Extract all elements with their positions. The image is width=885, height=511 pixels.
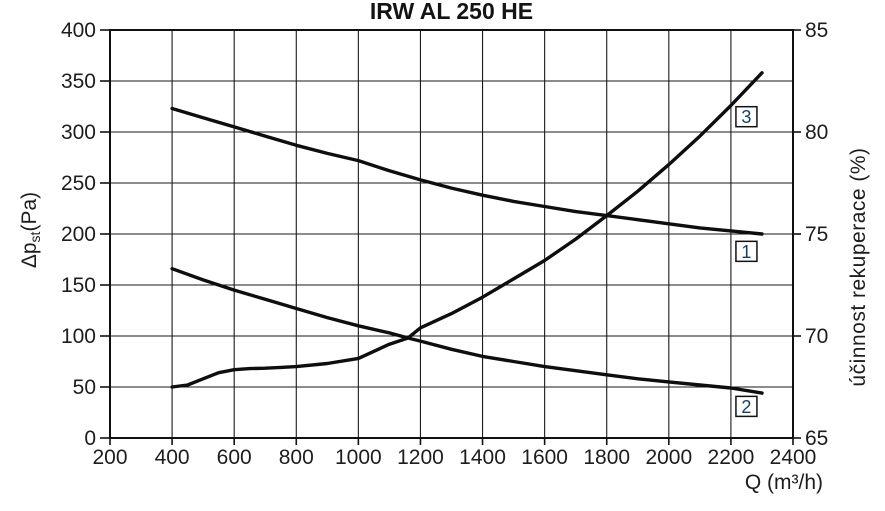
curve-1-path: [170, 106, 764, 236]
x-tick-label-1000: 1000: [335, 446, 382, 469]
y-left-tick-label-250: 250: [61, 172, 96, 195]
x-tick-label-200: 200: [92, 446, 127, 469]
x-tick-label-1800: 1800: [583, 446, 630, 469]
chart-title: IRW AL 250 HE: [369, 0, 534, 24]
y-left-tick-label-100: 100: [61, 325, 96, 348]
y-left-tick-label-200: 200: [61, 223, 96, 246]
curve-label-2-box: [735, 395, 758, 418]
y-left-tick-label-350: 350: [61, 70, 96, 93]
x-tick-label-1600: 1600: [521, 446, 568, 469]
x-tick-label-2200: 2200: [708, 446, 755, 469]
y-right-tick-label-85: 85: [805, 19, 828, 42]
y-right-tick-label-65: 65: [805, 427, 828, 450]
y-left-tick-label-300: 300: [61, 121, 96, 144]
x-tick-label-400: 400: [155, 446, 190, 469]
y-left-tick-label-0: 0: [84, 427, 96, 450]
x-tick-label-2400: 2400: [770, 446, 817, 469]
curve-label-2: 2: [741, 397, 751, 417]
x-tick-label-1400: 1400: [459, 446, 506, 469]
y-left-tick-label-400: 400: [61, 19, 96, 42]
y-right-tick-label-80: 80: [805, 121, 828, 144]
x-tick-label-800: 800: [279, 446, 314, 469]
curve-label-3: 3: [741, 107, 751, 127]
y-left-tick-label-150: 150: [61, 274, 96, 297]
x-axis-label: Q (m³/h): [744, 471, 823, 494]
curve-label-1-box: [735, 240, 758, 263]
curve-label-3-box: [735, 105, 758, 128]
y-left-tick-label-50: 50: [73, 376, 96, 399]
x-tick-label-2000: 2000: [645, 446, 692, 469]
y-right-tick-label-75: 75: [805, 223, 828, 246]
curve-3-path: [170, 71, 764, 389]
y-right-tick-label-70: 70: [805, 325, 828, 348]
x-tick-label-1200: 1200: [397, 446, 444, 469]
curve-label-1: 1: [741, 242, 751, 262]
curve-2-path: [170, 267, 764, 395]
x-tick-label-600: 600: [217, 446, 252, 469]
